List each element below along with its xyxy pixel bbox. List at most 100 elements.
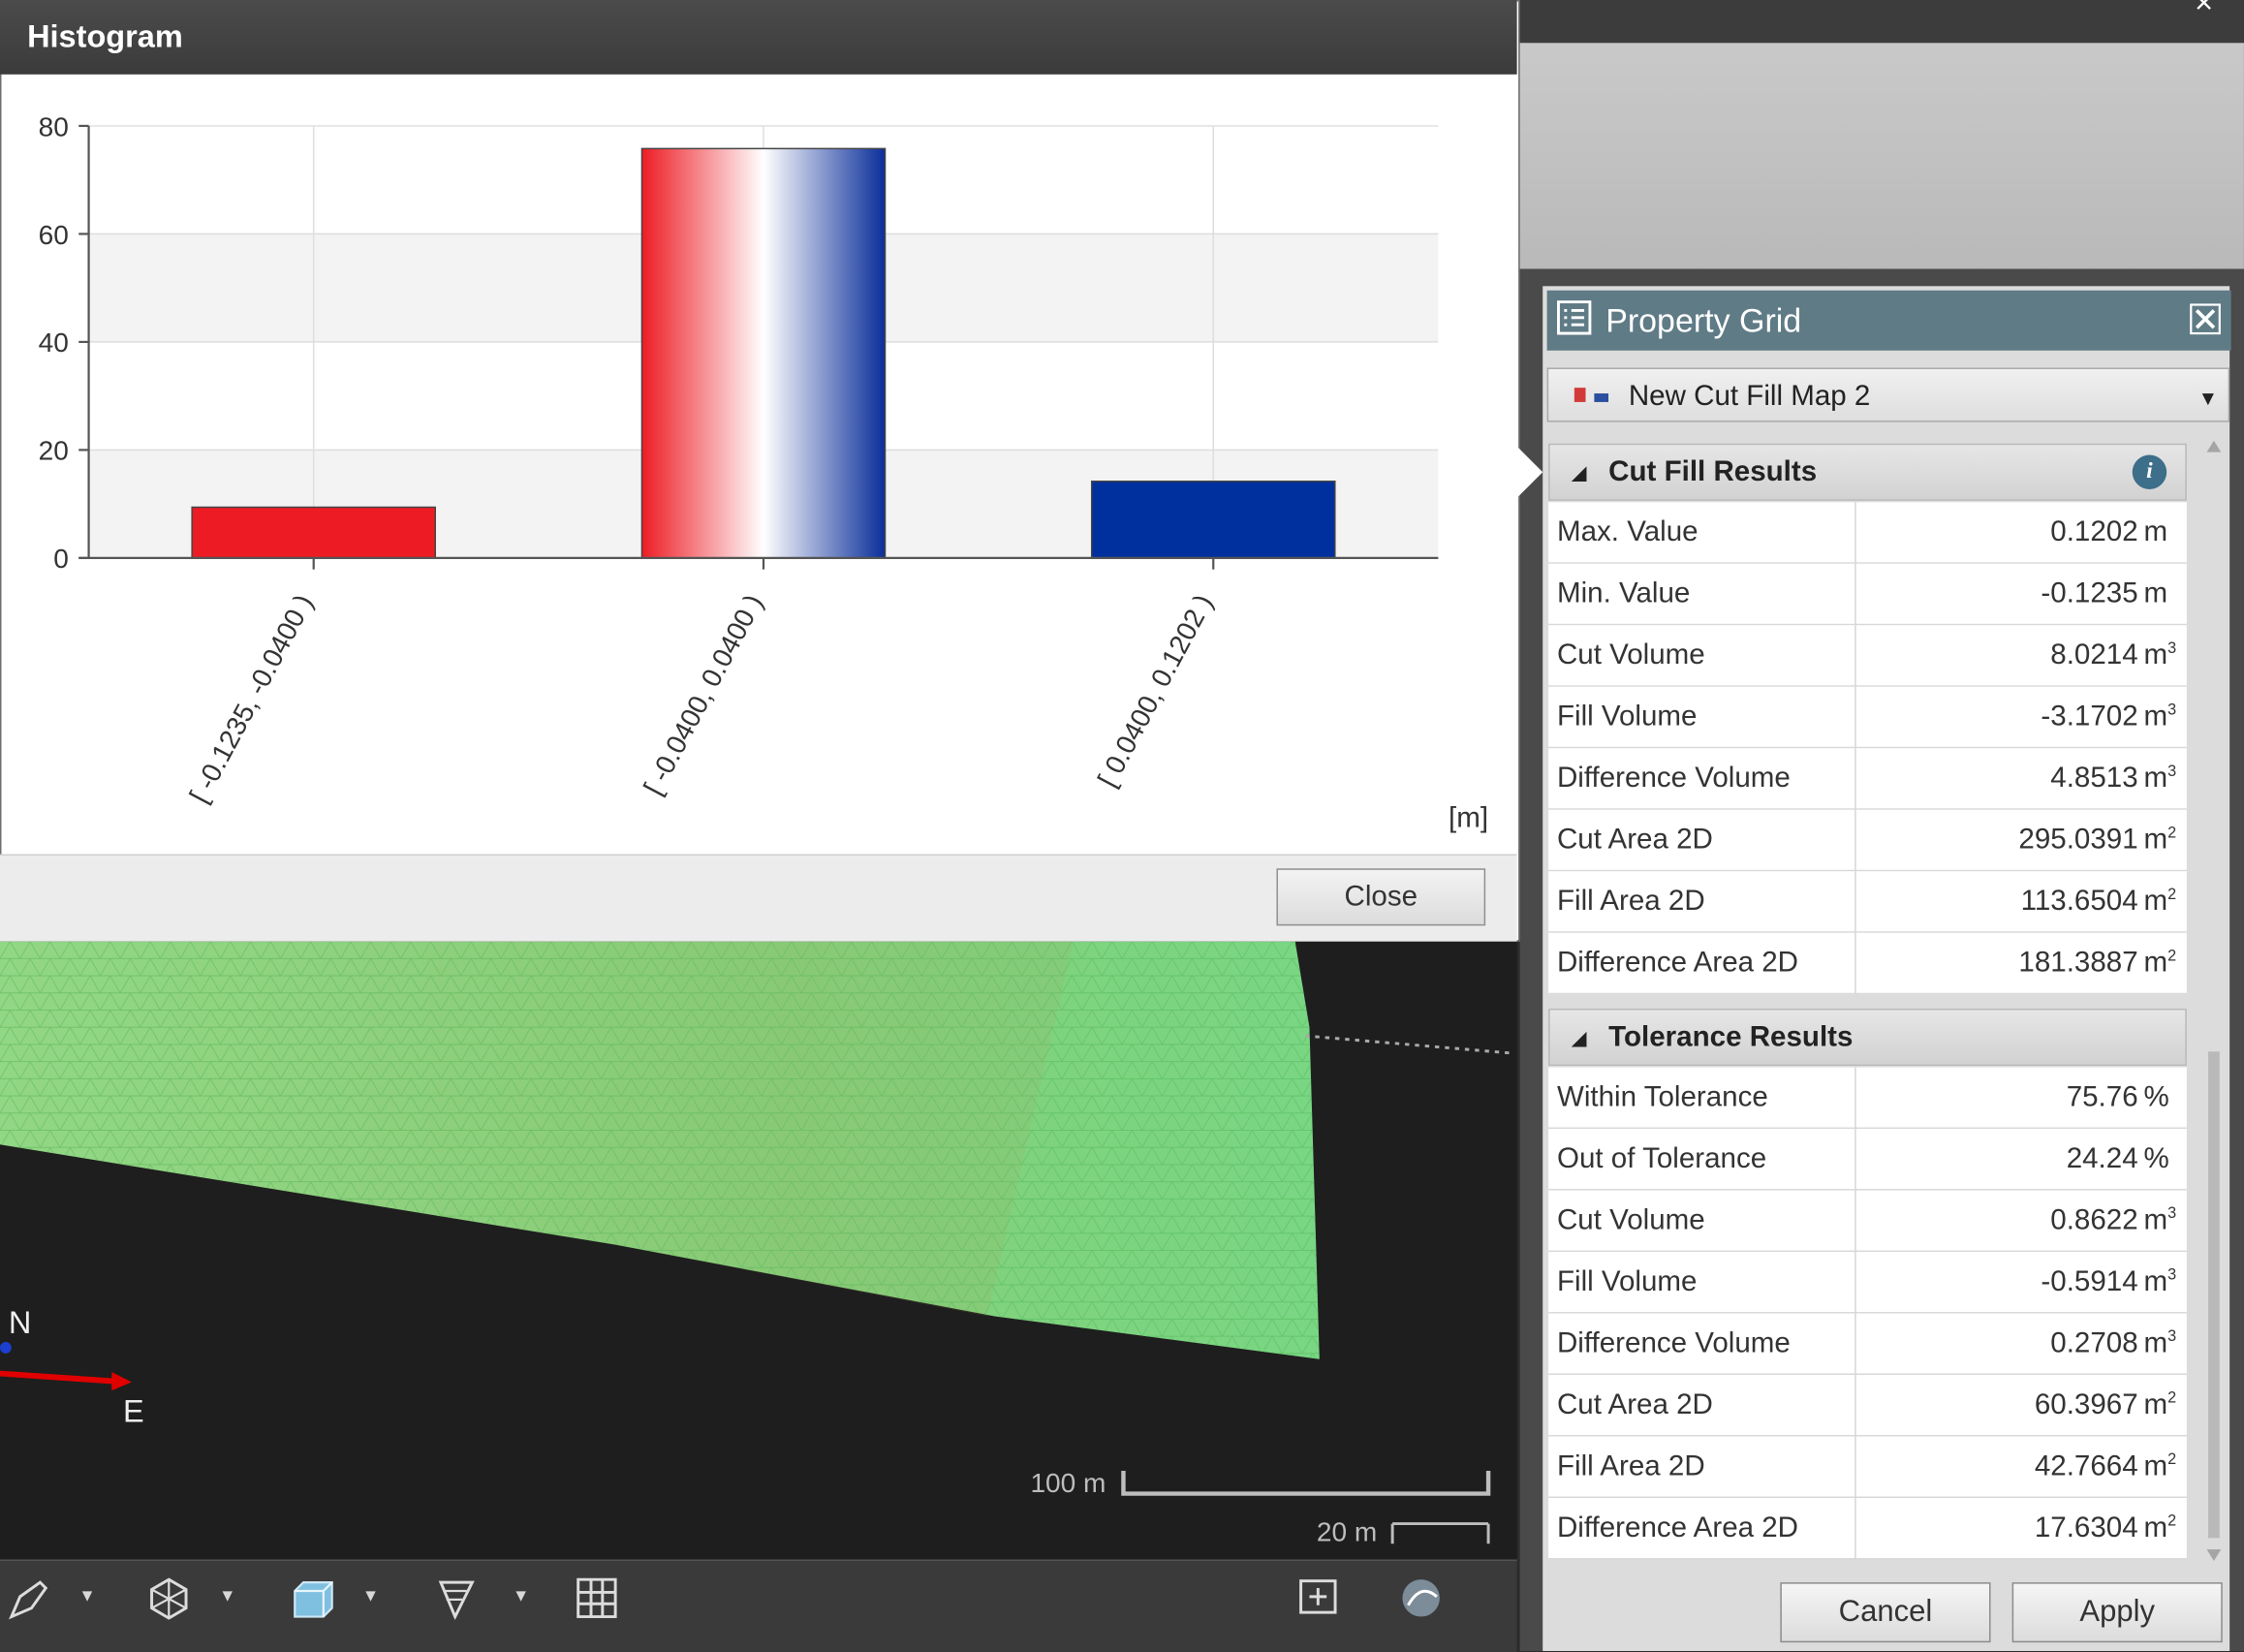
- column-divider: [1854, 1436, 1856, 1499]
- histogram-bar: [640, 147, 887, 559]
- property-unit: m3: [2144, 1327, 2177, 1360]
- y-tick-label: 20: [39, 436, 69, 466]
- property-unit: m3: [2144, 763, 2177, 795]
- section-header[interactable]: [1548, 1009, 2187, 1067]
- property-value: 181.3887: [2018, 947, 2138, 979]
- property-row[interactable]: Fill Volume -0.5914 m3: [1548, 1252, 2187, 1314]
- clip-icon[interactable]: [435, 1576, 478, 1620]
- property-row[interactable]: Out of Tolerance 24.24%: [1548, 1129, 2187, 1191]
- mesh-icon[interactable]: [147, 1576, 190, 1620]
- property-unit: m2: [2144, 948, 2177, 981]
- cancel-button[interactable]: Cancel: [1780, 1582, 1991, 1643]
- collapse-triangle-icon[interactable]: ◢: [1571, 1025, 1587, 1049]
- property-unit: m2: [2144, 1512, 2177, 1545]
- unit-base: m: [2143, 639, 2168, 671]
- column-divider: [1854, 563, 1856, 626]
- object-selector[interactable]: [1546, 367, 2230, 422]
- viewport-toolbar: [0, 1559, 1517, 1652]
- property-label: Fill Area 2D: [1556, 1450, 1705, 1482]
- property-value: -0.5914: [2041, 1265, 2138, 1298]
- property-value: 8.0214: [2050, 639, 2138, 671]
- property-row[interactable]: Cut Volume 8.0214 m3: [1548, 625, 2187, 687]
- property-row[interactable]: Difference Volume 4.8513 m3: [1548, 748, 2187, 810]
- axis-indicator: [0, 1342, 132, 1391]
- property-row[interactable]: Fill Area 2D 113.6504 m2: [1548, 871, 2187, 933]
- column-divider: [1854, 625, 1856, 687]
- terrain-mesh: [0, 941, 1511, 1359]
- column-divider: [1854, 809, 1856, 872]
- collapse-triangle-icon[interactable]: ◢: [1571, 460, 1587, 484]
- histogram-chart: 0 20 40 60 80 [ -0.1235, -0.0400 ) [ -0.0400,…: [39, 111, 1488, 833]
- column-divider: [1854, 871, 1856, 933]
- chevron-down-icon[interactable]: ▼: [2197, 386, 2219, 410]
- zoom-extents-icon[interactable]: [1296, 1576, 1339, 1619]
- property-row[interactable]: Min. Value -0.1235 m: [1548, 563, 2187, 626]
- x-tick-label: [ -0.1235, -0.0400 ): [184, 589, 319, 807]
- property-grid-title: Property Grid: [1605, 301, 1802, 339]
- property-row[interactable]: Difference Area 2D 17.6304 m2: [1548, 1498, 2187, 1560]
- property-row[interactable]: Cut Area 2D 295.0391 m2: [1548, 809, 2187, 872]
- property-label: Cut Volume: [1556, 639, 1705, 671]
- grid-icon[interactable]: [576, 1576, 618, 1619]
- property-row[interactable]: Fill Area 2D 42.7664 m2: [1548, 1436, 2187, 1499]
- unit-base: m: [2143, 1265, 2168, 1298]
- histogram-bar: [191, 506, 436, 559]
- property-label: Fill Area 2D: [1556, 886, 1705, 918]
- property-row[interactable]: Within Tolerance 75.76%: [1548, 1067, 2187, 1130]
- property-value: 0.8622: [2050, 1204, 2138, 1236]
- histogram-bar: [1090, 480, 1336, 559]
- chevron-down-icon[interactable]: ▼: [512, 1585, 530, 1605]
- histogram-title-bar[interactable]: [0, 0, 1517, 75]
- property-row[interactable]: Fill Volume -3.1702 m3: [1548, 686, 2187, 749]
- chevron-down-icon[interactable]: ▼: [361, 1585, 380, 1605]
- box-icon[interactable]: [289, 1576, 334, 1619]
- unit-base: m: [2143, 577, 2168, 610]
- unit-exponent: 2: [2167, 825, 2177, 842]
- chevron-down-icon[interactable]: ▼: [219, 1585, 236, 1605]
- property-label: Min. Value: [1556, 577, 1691, 610]
- north-label: N: [8, 1304, 32, 1341]
- property-value: -3.1702: [2041, 701, 2138, 733]
- unit-exponent: 3: [2167, 701, 2177, 719]
- 3d-viewport[interactable]: [0, 941, 1517, 1560]
- close-icon[interactable]: [2190, 303, 2221, 335]
- info-icon[interactable]: i: [2132, 454, 2167, 489]
- brush-icon[interactable]: [6, 1576, 51, 1622]
- property-value: 17.6304: [2034, 1512, 2138, 1544]
- y-tick-label: 60: [39, 220, 69, 250]
- unit-base: m: [2143, 1327, 2168, 1359]
- unit-base: m: [2143, 1450, 2168, 1482]
- property-label: Difference Volume: [1556, 763, 1791, 795]
- unit-base: m: [2143, 824, 2168, 857]
- property-unit: m2: [2144, 825, 2177, 857]
- property-row[interactable]: Difference Volume 0.2708 m3: [1548, 1313, 2187, 1376]
- column-divider: [1854, 1252, 1856, 1314]
- histogram-footer: [0, 854, 1517, 942]
- property-grid-title-bar[interactable]: [1546, 290, 2231, 351]
- property-grid-scrollbar[interactable]: [2204, 436, 2225, 1567]
- property-row[interactable]: Cut Volume 0.8622 m3: [1548, 1190, 2187, 1253]
- navigation-icon[interactable]: [1400, 1576, 1446, 1622]
- property-label: Fill Volume: [1556, 1265, 1698, 1298]
- column-divider: [1854, 932, 1856, 995]
- chevron-down-icon[interactable]: ▼: [78, 1585, 96, 1605]
- apply-button[interactable]: Apply: [2011, 1582, 2223, 1643]
- property-unit: m3: [2144, 1204, 2177, 1237]
- property-label: Fill Volume: [1556, 701, 1698, 733]
- property-row[interactable]: Cut Area 2D 60.3967 m2: [1548, 1375, 2187, 1437]
- property-label: Difference Area 2D: [1556, 1512, 1799, 1544]
- close-button[interactable]: Close: [1276, 868, 1486, 926]
- property-row[interactable]: Max. Value 0.1202 m: [1548, 502, 2187, 564]
- unit-exponent: 3: [2167, 1266, 2177, 1285]
- property-row[interactable]: Difference Area 2D 181.3887 m2: [1548, 932, 2187, 995]
- unit-exponent: 2: [2167, 886, 2177, 904]
- unit-base: m: [2143, 516, 2168, 548]
- y-tick-label: 80: [39, 111, 69, 141]
- column-divider: [1854, 748, 1856, 810]
- unit-base: m: [2143, 1204, 2168, 1236]
- section-header[interactable]: [1548, 443, 2187, 501]
- property-label: Cut Area 2D: [1556, 1388, 1713, 1421]
- window-close-icon[interactable]: ×: [2195, 0, 2214, 20]
- unit-exponent: 2: [2167, 1389, 2177, 1408]
